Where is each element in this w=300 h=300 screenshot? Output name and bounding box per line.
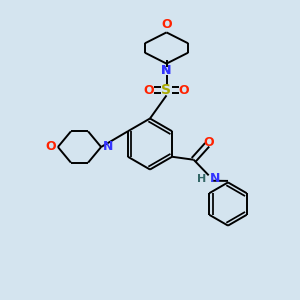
Text: O: O bbox=[144, 83, 154, 97]
Text: S: S bbox=[161, 83, 172, 97]
Text: H: H bbox=[197, 174, 206, 184]
Text: O: O bbox=[203, 136, 214, 149]
Text: N: N bbox=[161, 64, 172, 77]
Text: N: N bbox=[103, 140, 113, 154]
Text: O: O bbox=[161, 19, 172, 32]
Text: N: N bbox=[161, 64, 172, 77]
Text: O: O bbox=[46, 140, 56, 154]
Text: N: N bbox=[210, 172, 220, 185]
Text: O: O bbox=[178, 83, 189, 97]
